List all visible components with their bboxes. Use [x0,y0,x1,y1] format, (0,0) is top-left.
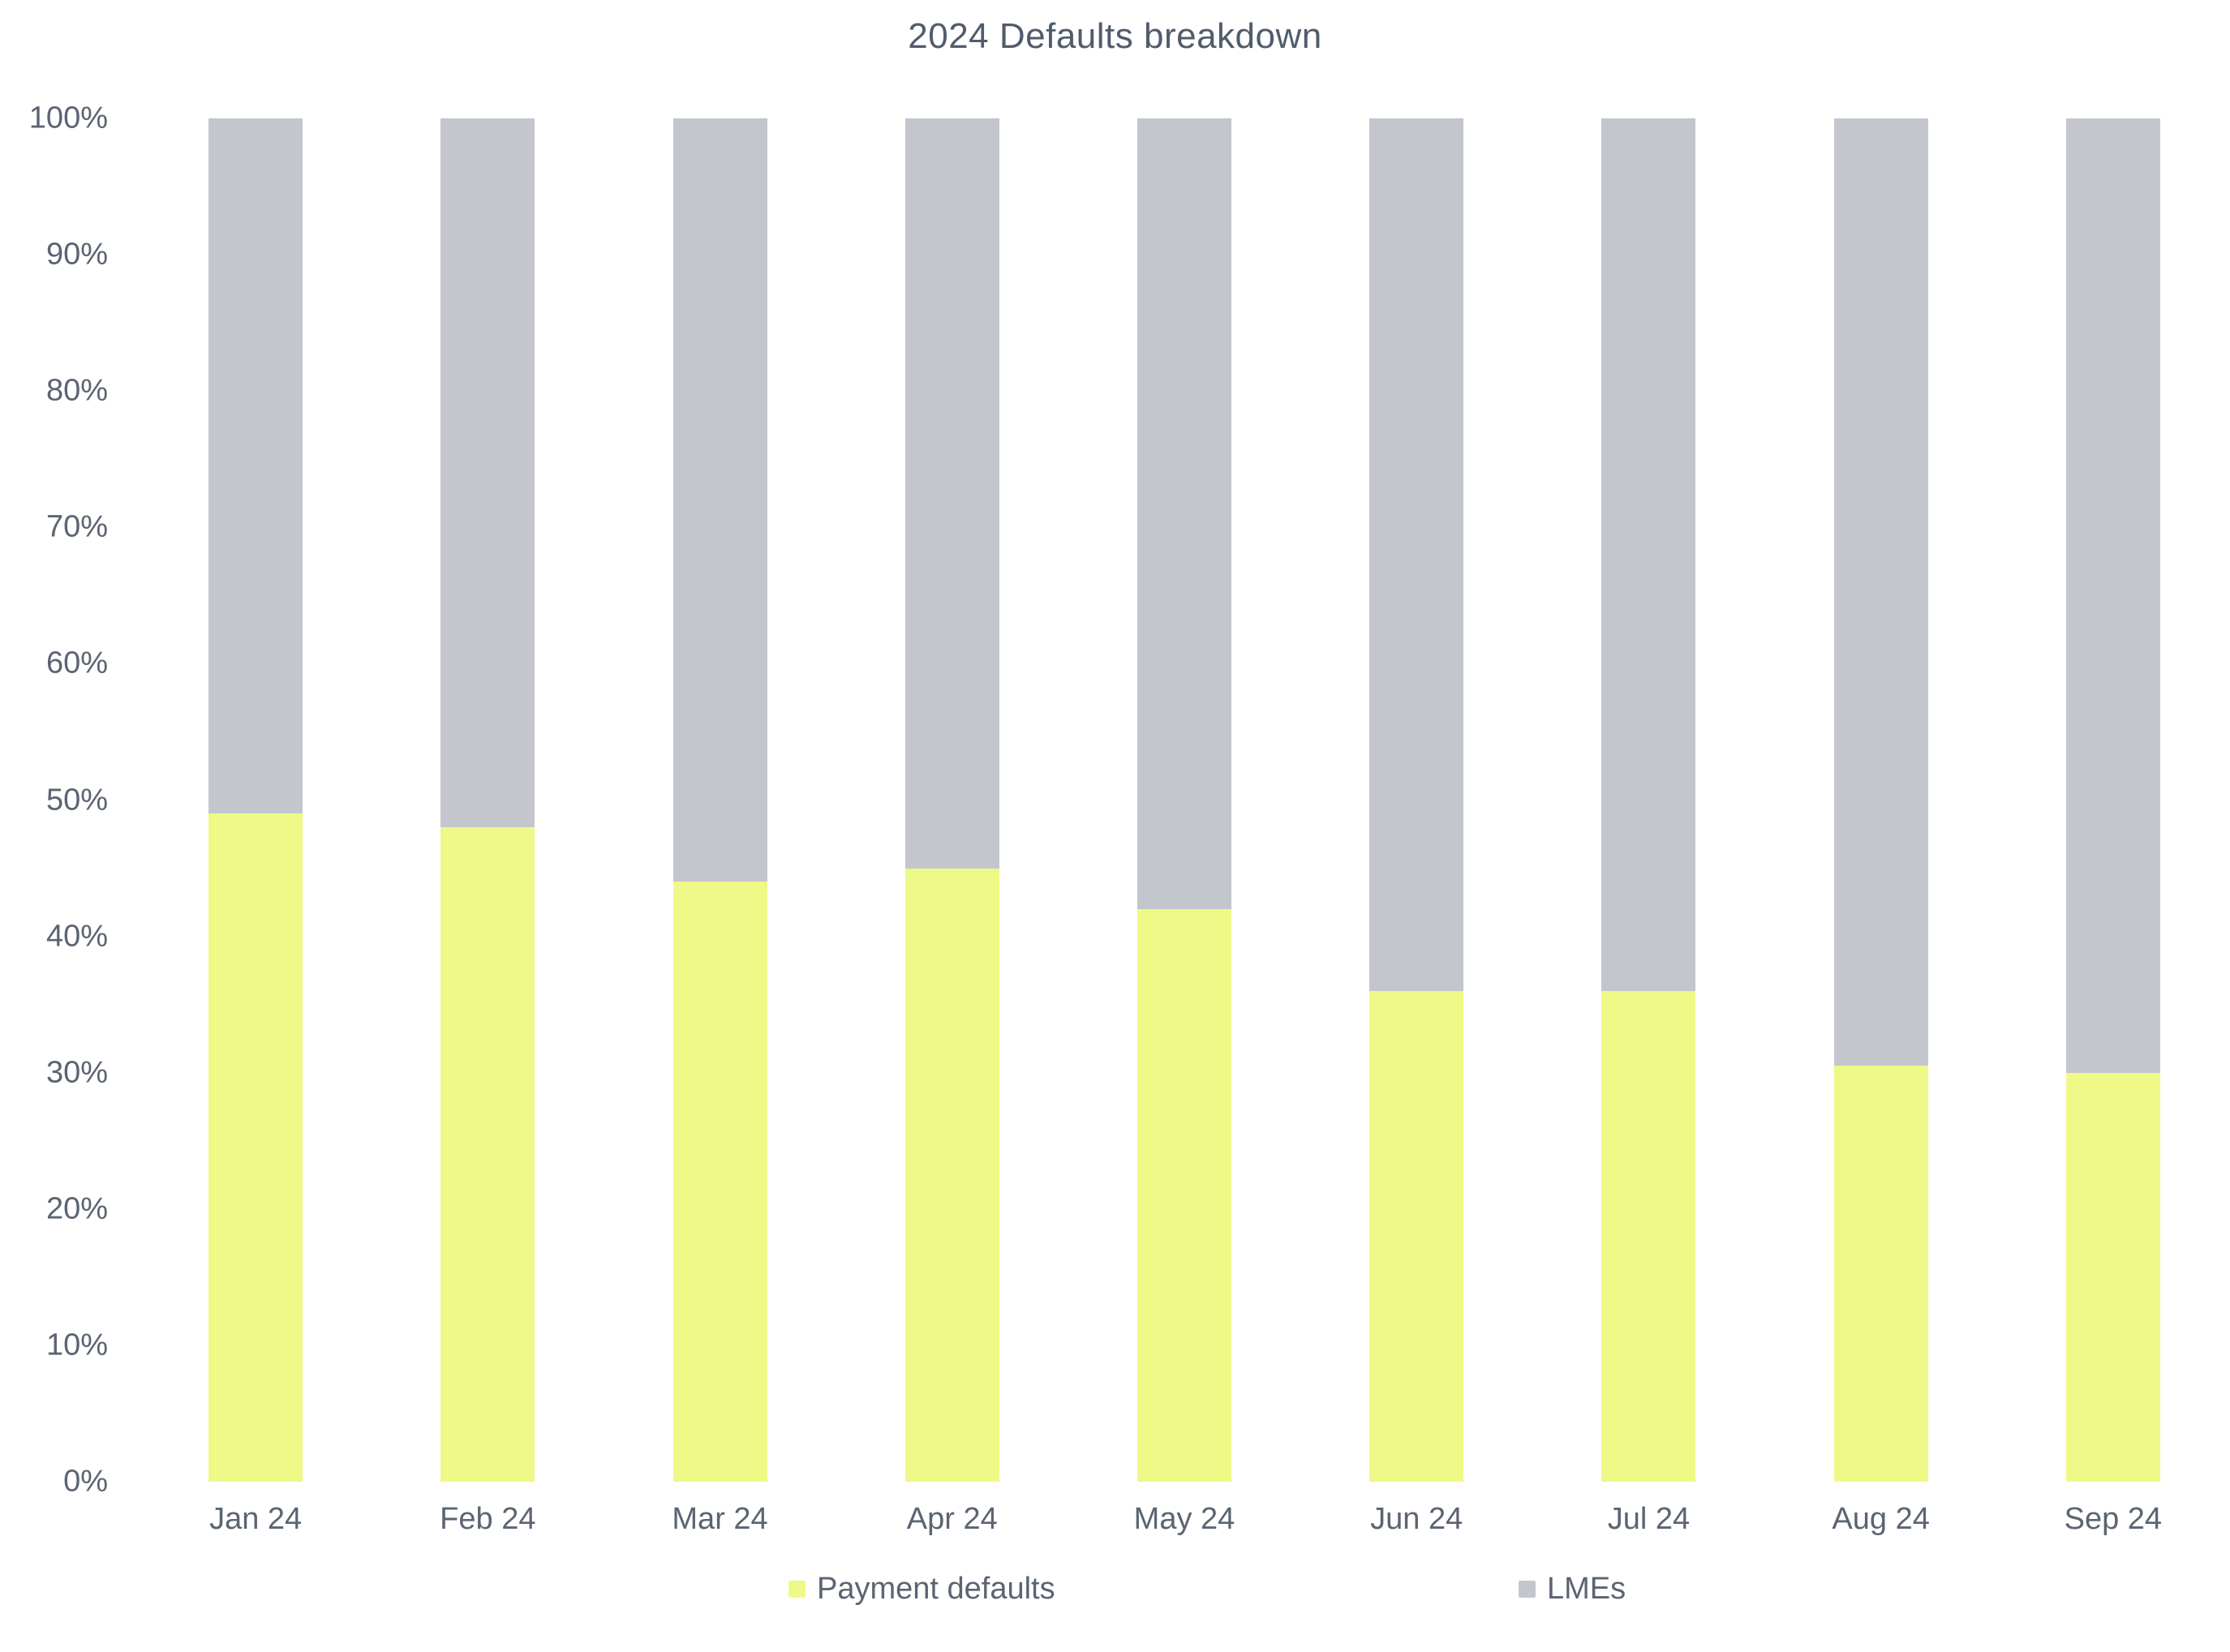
y-axis-label: 100% [28,101,108,135]
x-axis-label: Jan 24 [209,1502,303,1536]
bar-segment-lmes [440,118,535,828]
bar-slot [604,118,836,1482]
stacked-bar [1369,118,1464,1482]
x-axis-label: Sep 24 [2064,1502,2163,1536]
bar-segment-lmes [1601,118,1696,991]
y-axis-label: 50% [45,783,108,817]
y-axis-label: 80% [45,373,108,408]
bar-slot [836,118,1068,1482]
y-axis-label: 40% [45,919,108,954]
legend-swatch-icon [1519,1581,1536,1598]
bar-segment-lmes [2065,118,2160,1073]
stacked-bar [904,118,999,1482]
bar-segment-payment-defaults [672,882,767,1482]
legend: Payment defaults LMEs [0,1572,2230,1620]
y-axis-label: 20% [45,1191,108,1226]
bar-segment-payment-defaults [1833,1066,1928,1482]
bar-segment-lmes [672,118,767,882]
y-axis-label: 60% [45,646,108,680]
x-axis-label: Mar 24 [672,1502,768,1536]
stacked-bar [1833,118,1928,1482]
stacked-bar [208,118,303,1482]
x-axis-label: Feb 24 [440,1502,536,1536]
bar-slot [1997,118,2229,1482]
y-axis: 0% 10% 20% 30% 40% 50% 60% 70% 80% 90% 100% [0,101,108,1499]
legend-label: Payment defaults [817,1572,1055,1606]
bar-segment-payment-defaults [1136,908,1231,1482]
legend-item-lmes[interactable]: LMEs [1519,1572,1626,1607]
x-axis: Jan 24 Feb 24 Mar 24 Apr 24 May 24 Jun 24 Jul … [140,1502,2229,1537]
legend-swatch-icon [788,1581,806,1598]
stacked-bar [672,118,767,1482]
legend-item-payment-defaults[interactable]: Payment defaults [788,1572,1055,1607]
bar-slot [1765,118,1997,1482]
bar-segment-lmes [904,118,999,869]
x-axis-label: Apr 24 [906,1502,998,1536]
y-axis-label: 90% [45,237,108,272]
y-axis-label: 0% [63,1464,108,1499]
x-axis-label: Jun 24 [1370,1502,1463,1536]
bar-segment-payment-defaults [208,813,303,1482]
bar-segment-payment-defaults [440,827,535,1482]
bar-segment-payment-defaults [1369,990,1464,1482]
bar-segment-lmes [1136,118,1231,909]
x-axis-label: May 24 [1133,1502,1235,1536]
stacked-bar [2065,118,2160,1482]
stacked-bar [1601,118,1696,1482]
legend-label: LMEs [1547,1572,1626,1606]
stacked-bar [1136,118,1231,1482]
bar-segment-lmes [208,118,303,814]
bar-slot [1300,118,1532,1482]
bar-slot [1532,118,1764,1482]
bar-segment-payment-defaults [1601,990,1696,1482]
bar-segment-lmes [1833,118,1928,1066]
plot-area [140,118,2229,1482]
bar-segment-lmes [1369,118,1464,991]
bar-segment-payment-defaults [904,868,999,1482]
chart-title: 2024 Defaults breakdown [908,16,1322,56]
bar-slot [1068,118,1300,1482]
x-axis-label: Aug 24 [1832,1502,1930,1536]
bar-slot [140,118,372,1482]
y-axis-label: 30% [45,1055,108,1090]
bar-segment-payment-defaults [2065,1072,2160,1482]
y-axis-label: 70% [45,509,108,544]
stacked-bar [440,118,535,1482]
x-axis-label: Jul 24 [1607,1502,1691,1536]
bar-slot [372,118,604,1482]
y-axis-label: 10% [45,1328,108,1362]
